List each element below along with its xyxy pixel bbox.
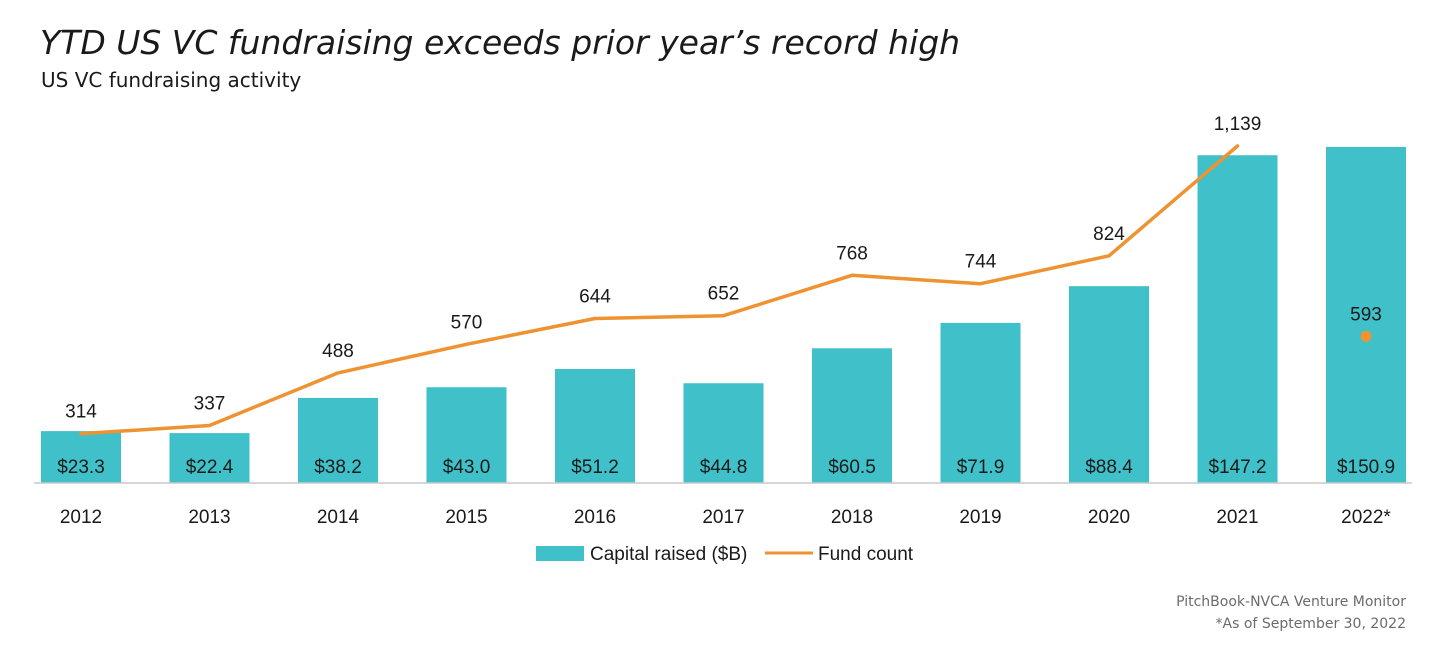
bar-2012 xyxy=(41,431,121,483)
footnote-text: *As of September 30, 2022 xyxy=(1216,616,1406,632)
bars-layer: $23.3 $22.4 $38.2 $43.0 $51.2 $44.8 $60.5 $71.9… xyxy=(41,147,1406,483)
bar-2017 xyxy=(683,383,764,483)
bar-value-label: $71.9 xyxy=(957,457,1005,478)
x-tick-label: 2015 xyxy=(445,507,487,528)
bar-value-label: $22.4 xyxy=(186,457,234,478)
x-tick-label: 2020 xyxy=(1088,507,1130,528)
fund-count-label: 337 xyxy=(194,394,226,415)
bar-value-label: $43.0 xyxy=(443,457,491,478)
bar-value-label: $60.5 xyxy=(828,457,876,478)
fund-count-label: 593 xyxy=(1350,304,1382,325)
fund-count-label: 488 xyxy=(322,341,354,362)
bar-2016 xyxy=(555,368,635,483)
bar-value-label: $51.2 xyxy=(571,457,619,478)
legend-bar-swatch xyxy=(536,546,584,561)
x-tick-label: 2022* xyxy=(1341,507,1391,528)
x-tick-label: 2013 xyxy=(188,507,230,528)
fund-count-line xyxy=(79,144,1240,436)
bar-2020 xyxy=(1069,286,1149,483)
fund-count-label: 824 xyxy=(1093,224,1125,245)
chart-title: YTD US VC fundraising exceeds prior year… xyxy=(40,23,960,62)
x-tick-label: 2021 xyxy=(1216,507,1258,528)
x-tick-labels: 2012 2013 2014 2015 2016 2017 2018 2019 2020 2021… xyxy=(60,507,1392,528)
bar-2018 xyxy=(812,348,892,483)
legend-bar-label: Capital raised ($B) xyxy=(590,544,747,565)
legend-line-label: Fund count xyxy=(818,544,914,565)
bar-value-label: $150.9 xyxy=(1337,457,1395,478)
bar-2021 xyxy=(1197,155,1278,483)
bar-2015 xyxy=(426,387,507,483)
fund-count-label: 570 xyxy=(451,312,483,333)
bar-2013 xyxy=(169,433,250,483)
fund-count-label: 744 xyxy=(965,252,997,273)
x-tick-label: 2016 xyxy=(574,507,616,528)
source-text: PitchBook-NVCA Venture Monitor xyxy=(1176,594,1406,610)
x-tick-label: 2014 xyxy=(317,507,360,528)
fund-count-label: 314 xyxy=(65,402,97,423)
bar-value-label: $44.8 xyxy=(700,457,748,478)
legend: Capital raised ($B) Fund count xyxy=(536,544,914,565)
chart-subtitle: US VC fundraising activity xyxy=(41,68,301,92)
fund-count-label: 768 xyxy=(836,243,868,264)
fund-count-label: 1,139 xyxy=(1214,114,1262,135)
bar-2022 xyxy=(1326,147,1406,483)
bar-2014 xyxy=(298,397,378,483)
fund-count-label: 644 xyxy=(579,287,611,308)
bar-value-label: $147.2 xyxy=(1208,457,1266,478)
fund-count-label: 652 xyxy=(708,284,740,305)
x-tick-label: 2012 xyxy=(60,507,102,528)
x-tick-label: 2017 xyxy=(702,507,744,528)
bar-2019 xyxy=(940,322,1021,483)
bar-value-label: $88.4 xyxy=(1085,457,1133,478)
bar-value-label: $23.3 xyxy=(57,457,105,478)
fund-count-point-2022 xyxy=(1360,330,1372,342)
bar-value-label: $38.2 xyxy=(314,457,362,478)
line-layer: 314 337 488 570 644 652 768 744 824 1,139 593 xyxy=(65,114,1382,436)
x-tick-label: 2019 xyxy=(959,507,1001,528)
x-tick-label: 2018 xyxy=(831,507,873,528)
